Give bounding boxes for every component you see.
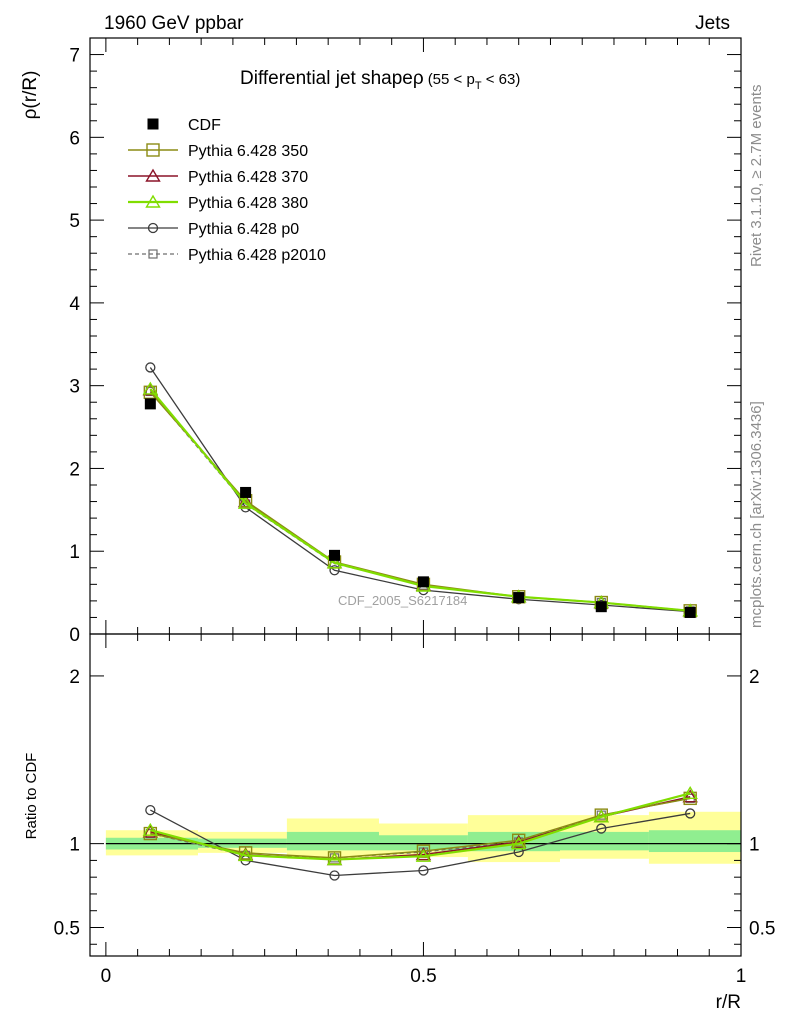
main-series-cdf-point (595, 601, 607, 613)
main-title-suffix: (55 < p (428, 71, 475, 88)
ratio-xtick-label: 0.5 (410, 966, 436, 987)
ratio-xlabel: r/R (716, 992, 741, 1013)
rivet-version-label: Rivet 3.1.10, ≥ 2.7M events (748, 85, 765, 268)
main-series-p0-point (145, 362, 156, 373)
legend-label-p370: Pythia 6.428 370 (188, 169, 308, 186)
ratio-series-p370-point (682, 789, 698, 803)
main-series-p380-point (142, 381, 159, 395)
main-ytick-label: 6 (69, 128, 80, 149)
ratio-series-p380-point (326, 852, 343, 866)
ratio-ytick-label-right: 1 (749, 835, 760, 856)
ratio-series-p350-point (512, 833, 526, 847)
ratio-series-p380-point (593, 809, 609, 823)
main-series-p0-line (149, 367, 691, 613)
legend-marker-p2010 (148, 249, 158, 259)
main-ylabel: ρ(r/R) (20, 71, 41, 120)
main-ytick-label: 1 (69, 542, 80, 563)
ratio-series-p380-point (415, 848, 432, 862)
ratio-ylabel: Ratio to CDF (23, 753, 40, 840)
main-title-text: Differential jet shapeρ (240, 68, 424, 89)
legend-marker-p370 (145, 168, 161, 182)
ratio-series-p380-line (150, 792, 691, 861)
legend-label-p380: Pythia 6.428 380 (188, 195, 308, 212)
ratio-band-green-5 (559, 831, 649, 851)
main-panel: 0 1 2 3 4 5 6 7 (69, 37, 742, 646)
ratio-ytick-label: 2 (69, 667, 80, 688)
ratio-band-green-3 (378, 835, 468, 851)
ratio-series-p0-point (329, 870, 340, 881)
legend-label-p2010: Pythia 6.428 p2010 (188, 247, 326, 264)
main-series-cdf-point (240, 486, 252, 498)
ratio-series-p0-point (685, 808, 696, 819)
header-left: 1960 GeV ppbar (104, 13, 244, 34)
main-series-cdf-point (684, 606, 696, 618)
main-series-p380-point (237, 495, 254, 509)
ratio-series-p380-point (510, 836, 527, 850)
main-ytick-label: 0 (69, 625, 80, 646)
ratio-series-p0-point (596, 823, 607, 834)
main-series-p380-point (326, 555, 343, 569)
main-series-cdf-point (417, 576, 429, 588)
legend-marker-cdf (147, 118, 159, 130)
ratio-ytick-label: 1 (69, 835, 80, 856)
main-ytick-label: 4 (69, 294, 80, 315)
ratio-series-p370-point (415, 847, 432, 861)
legend-marker-p0 (147, 222, 159, 234)
header-right: Jets (695, 13, 730, 34)
main-ytick-label: 3 (69, 377, 80, 398)
ratio-xtick-label: 1 (736, 966, 747, 987)
ratio-panel: 0 0.5 1 0.5 0.5 1 1 2 2 (54, 633, 775, 987)
legend-marker-p380 (145, 194, 161, 208)
main-series-p0-point (329, 565, 340, 576)
ratio-ytick-label: 0.5 (54, 918, 80, 939)
ratio-band-green-2 (286, 831, 379, 851)
analysis-watermark: CDF_2005_S6217184 (338, 593, 467, 608)
main-title-end: < 63) (482, 71, 521, 88)
ratio-band-green-6 (648, 830, 741, 853)
ratio-series-p380-point (142, 822, 159, 836)
ratio-series-p0-point (418, 865, 429, 876)
ratio-frame (89, 633, 742, 957)
legend-marker-p350 (146, 143, 160, 157)
ratio-series-p380-point (237, 847, 254, 862)
main-title: Differential jet shapeρ (55 < pT < 63) (240, 68, 520, 92)
mcplots-label: mcplots.cern.ch [arXiv:1306.3436] (748, 401, 765, 628)
main-series-cdf-point (144, 398, 156, 410)
ratio-ytick-label-right: 0.5 (749, 918, 775, 939)
legend-label-p0: Pythia 6.428 p0 (188, 221, 299, 238)
ratio-ytick-label-right: 2 (749, 667, 760, 688)
main-series-cdf-point (329, 549, 341, 561)
main-ytick-label: 2 (69, 459, 80, 480)
main-ytick-label: 7 (69, 46, 80, 67)
main-title-sub: T (475, 80, 482, 92)
ratio-series-p0-point (145, 804, 156, 816)
legend-label-p350: Pythia 6.428 350 (188, 143, 308, 160)
main-series-cdf-point (513, 592, 525, 604)
ratio-xtick-label: 0 (101, 966, 112, 987)
main-ytick-label: 5 (69, 211, 80, 232)
ratio-series-p380-point (682, 785, 698, 800)
legend-label-cdf: CDF (188, 117, 221, 134)
legend: CDF Pythia 6.428 350 Pythia 6.428 370 Pythi… (128, 117, 326, 264)
